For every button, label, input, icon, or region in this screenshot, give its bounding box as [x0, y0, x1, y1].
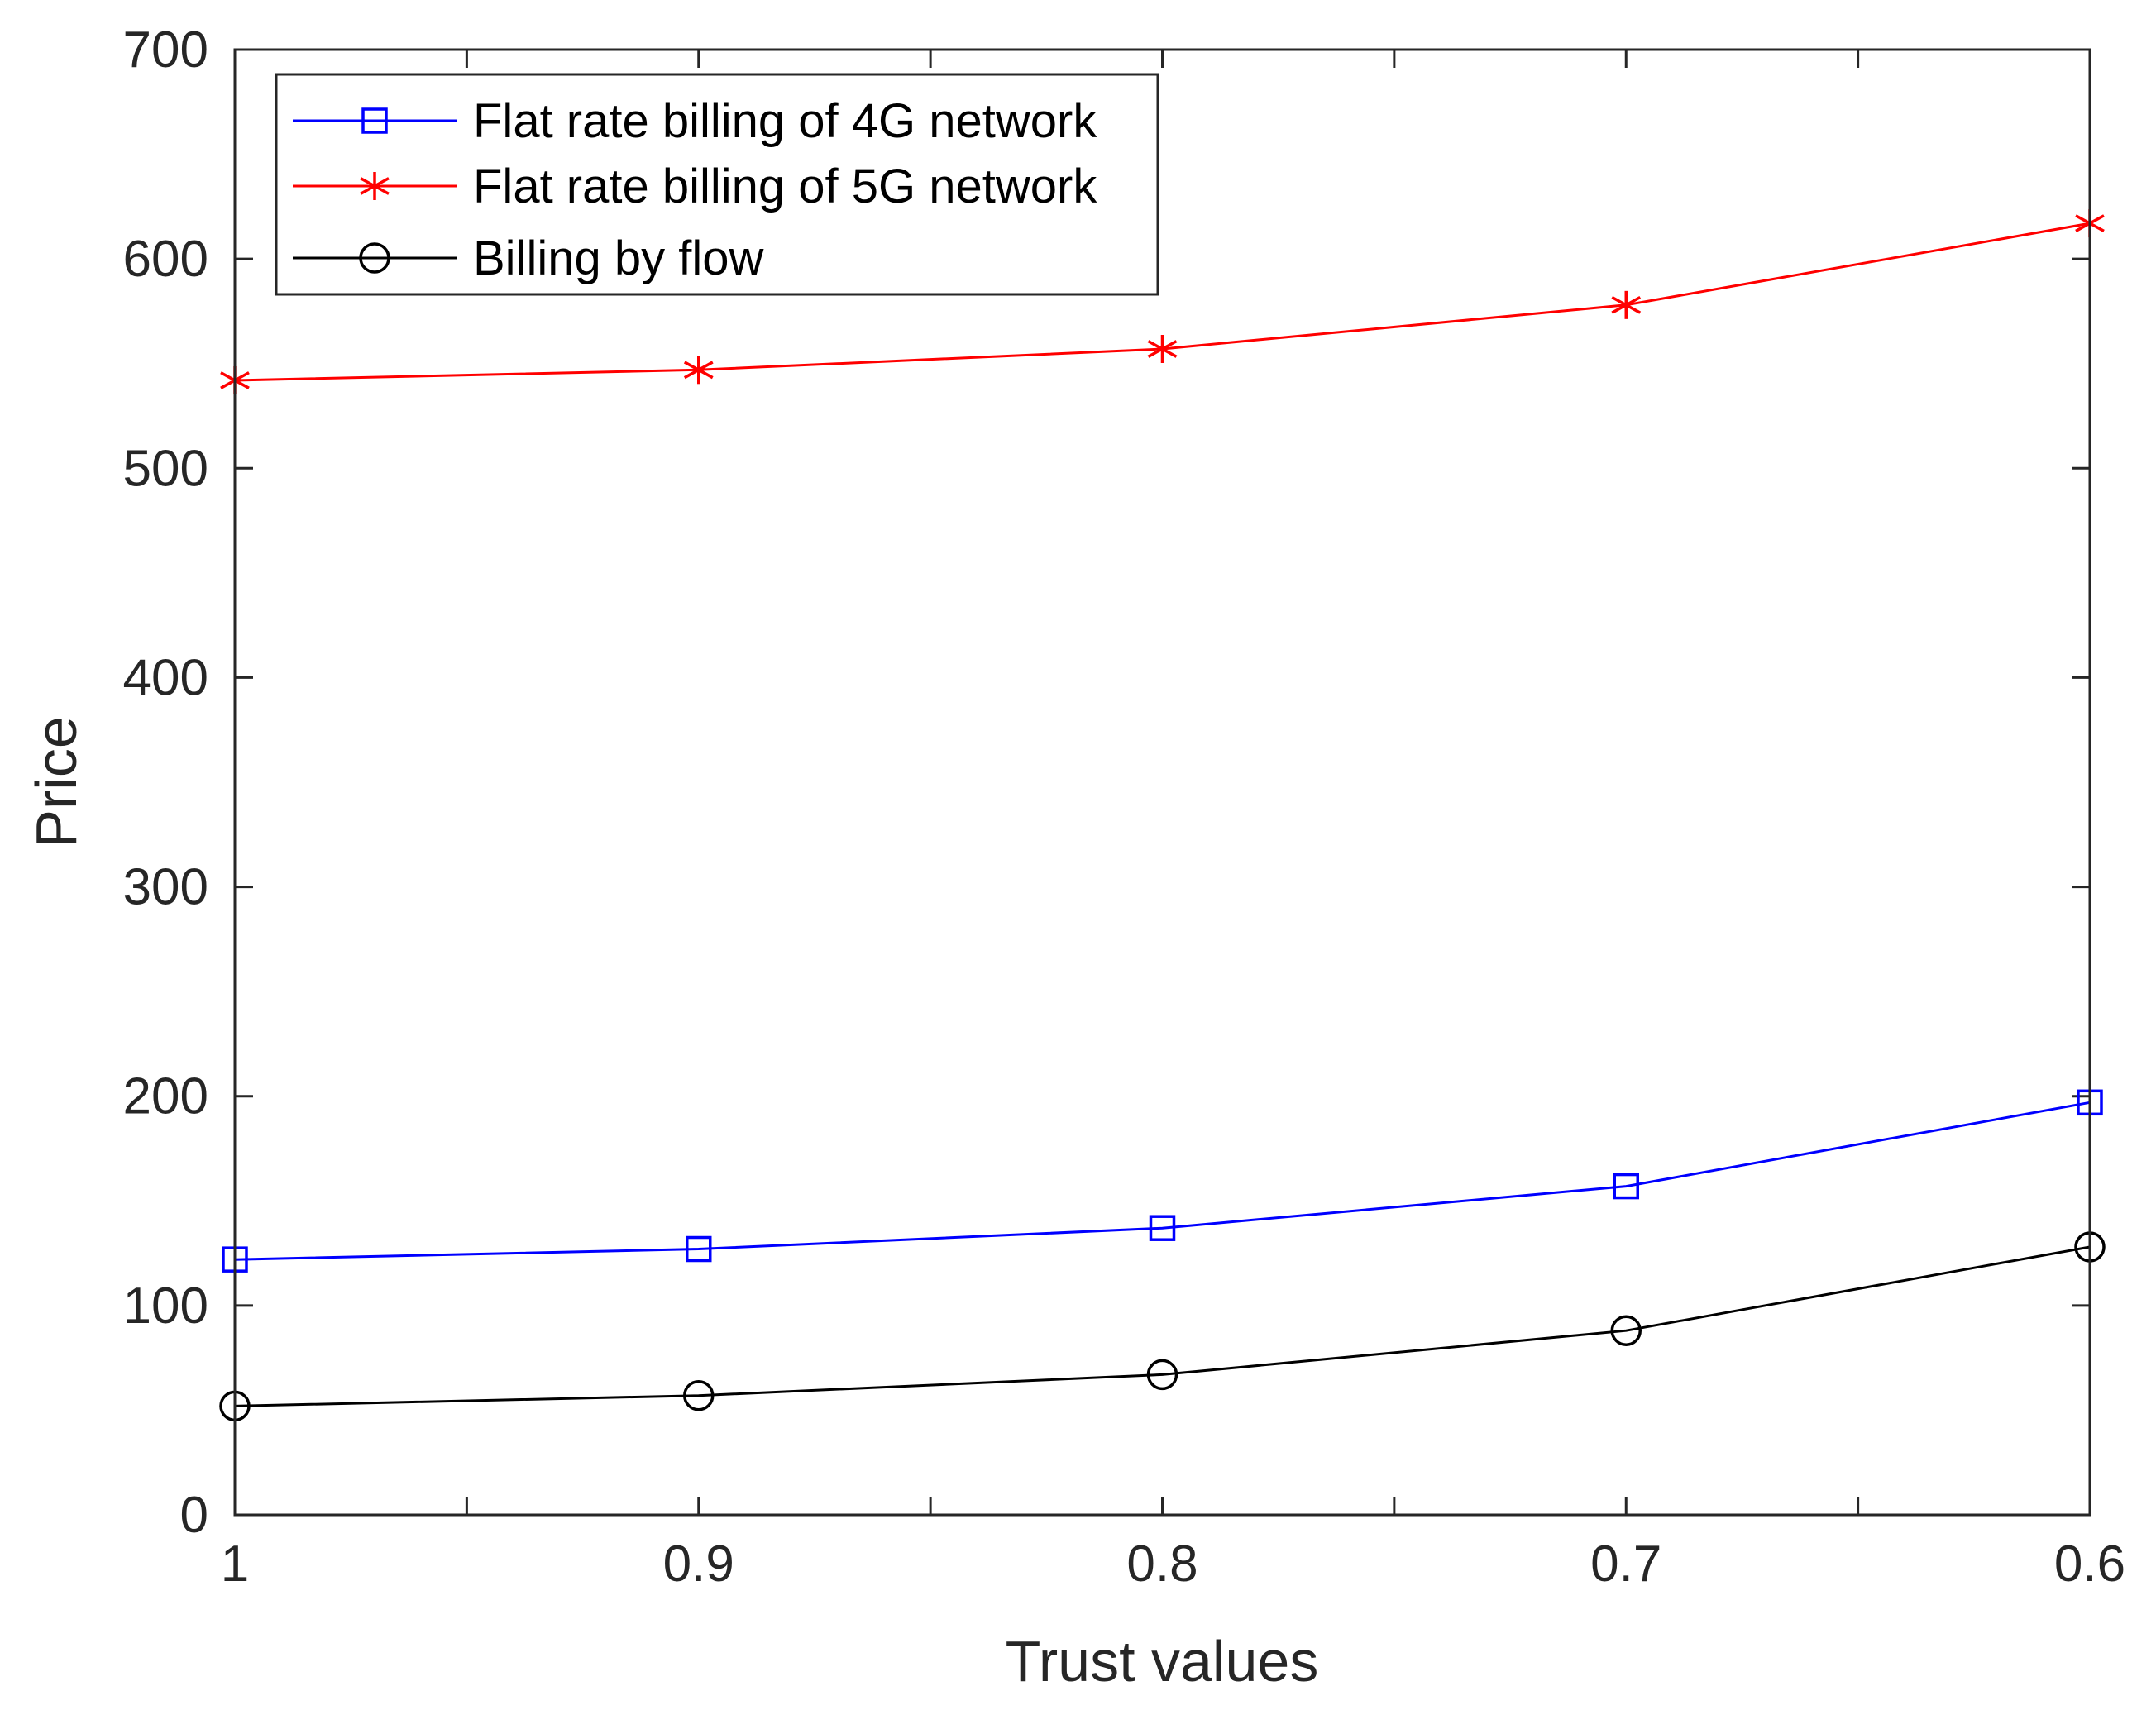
y-tick-label: 400: [123, 649, 208, 706]
y-axis-label: Price: [24, 716, 88, 848]
plot-frame: [233, 48, 2091, 1517]
legend-label-5g: Flat rate billing of 5G network: [473, 160, 1097, 213]
x-tick-label: 0.7: [1590, 1536, 1661, 1593]
y-tick-label: 500: [123, 440, 208, 497]
data-point-5g: [1147, 334, 1178, 363]
legend: Flat rate billing of 4G network Flat rat…: [275, 73, 1159, 296]
legend-label-flow: Billing by flow: [473, 232, 764, 285]
y-tick-label: 100: [123, 1278, 208, 1335]
legend-label-4g: Flat rate billing of 4G network: [473, 94, 1097, 148]
x-tick-label: 1: [221, 1536, 249, 1593]
data-point-4g: [1149, 1215, 1176, 1241]
legend-marker-5g: [360, 172, 390, 200]
tick-labels: 0 100 200 300 400 500 600 700 1 0.9 0.8 0.7 0.6: [123, 21, 2126, 1593]
data-point-5g: [1611, 290, 1642, 319]
data-point-4g: [686, 1235, 712, 1263]
legend-samples: [293, 107, 457, 274]
data-point-4g: [1613, 1173, 1639, 1200]
y-tick-label: 300: [123, 859, 208, 916]
data-point-5g: [683, 356, 714, 385]
series-line-4g: [234, 1101, 2091, 1261]
data-point-flow: [1146, 1359, 1178, 1391]
x-tick-label: 0.8: [1126, 1536, 1198, 1593]
y-tick-label: 700: [123, 21, 208, 79]
series-line-flow: [234, 1245, 2091, 1407]
data-point-flow: [683, 1379, 715, 1411]
x-tick-label: 0.9: [663, 1536, 734, 1593]
y-tick-label: 600: [123, 231, 208, 288]
y-tick-label: 200: [123, 1068, 208, 1125]
y-tick-label: 0: [180, 1487, 208, 1544]
data-point-flow: [1610, 1315, 1642, 1346]
x-axis-label: Trust values: [1006, 1629, 1319, 1693]
x-tick-label: 0.6: [2054, 1536, 2125, 1593]
legend-marker-4g: [361, 107, 388, 134]
legend-marker-flow: [359, 242, 390, 274]
